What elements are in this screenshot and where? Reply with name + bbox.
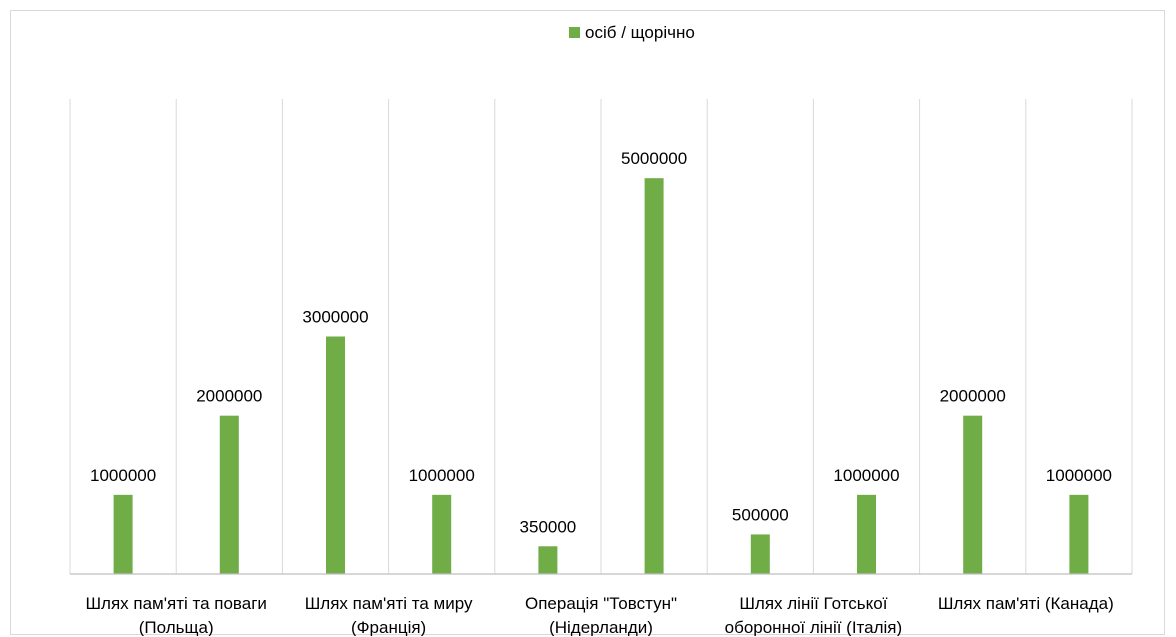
- bar: [432, 494, 452, 574]
- chart-frame: 1000000 2000000 3000000 1000000 350000 500000…: [10, 10, 1165, 636]
- category-label-line: оборонної лінії (Італія): [725, 618, 903, 636]
- category-labels: Шлях пам'яті та поваги (Польща)Шлях пам'я…: [85, 594, 1113, 636]
- gridlines: [69, 99, 1133, 574]
- data-label: 1000000: [1046, 466, 1112, 485]
- bar-chart: 1000000 2000000 3000000 1000000 350000 500000…: [69, 23, 1133, 636]
- data-label: 2000000: [196, 387, 262, 406]
- category-label-line: Шлях пам'яті та поваги: [85, 594, 266, 613]
- data-label: 3000000: [302, 308, 368, 327]
- bar: [113, 494, 133, 574]
- category-label: Шлях пам'яті та миру (Франція): [305, 594, 473, 636]
- bar: [1069, 494, 1089, 574]
- bar: [538, 546, 558, 574]
- bar: [750, 534, 770, 574]
- legend-swatch: [569, 27, 580, 38]
- bar: [326, 336, 345, 574]
- category-label-line: Шлях пам'яті (Канада): [938, 594, 1114, 613]
- category-label-line: (Франція): [351, 618, 426, 636]
- category-label: Операція "Товстун" (Нідерланди): [525, 594, 677, 636]
- legend: осіб / щорічно: [569, 23, 695, 42]
- legend-label: осіб / щорічно: [585, 23, 695, 42]
- category-label-line: (Польща): [139, 618, 214, 636]
- bar: [219, 415, 239, 574]
- data-labels: 1000000 2000000 3000000 1000000 350000 500000…: [90, 149, 1112, 536]
- data-label: 2000000: [940, 387, 1006, 406]
- bar: [857, 494, 876, 574]
- category-label: Шлях лінії Готської оборонної лінії (Італ…: [725, 594, 903, 636]
- category-label-line: Шлях пам'яті та миру: [305, 594, 473, 613]
- category-label-line: Операція "Товстун": [525, 594, 677, 613]
- data-label: 350000: [520, 517, 577, 536]
- bar: [963, 415, 983, 574]
- data-label: 1000000: [833, 466, 899, 485]
- bars: [113, 178, 1089, 574]
- category-label-line: (Нідерланди): [549, 618, 653, 636]
- data-label: 1000000: [90, 466, 156, 485]
- category-label-line: Шлях лінії Готської: [739, 594, 887, 613]
- data-label: 1000000: [409, 466, 475, 485]
- data-label: 500000: [732, 505, 789, 524]
- bar: [644, 178, 664, 574]
- category-label: Шлях пам'яті та поваги (Польща): [85, 594, 266, 636]
- category-label: Шлях пам'яті (Канада): [938, 594, 1114, 613]
- data-label: 5000000: [621, 149, 687, 168]
